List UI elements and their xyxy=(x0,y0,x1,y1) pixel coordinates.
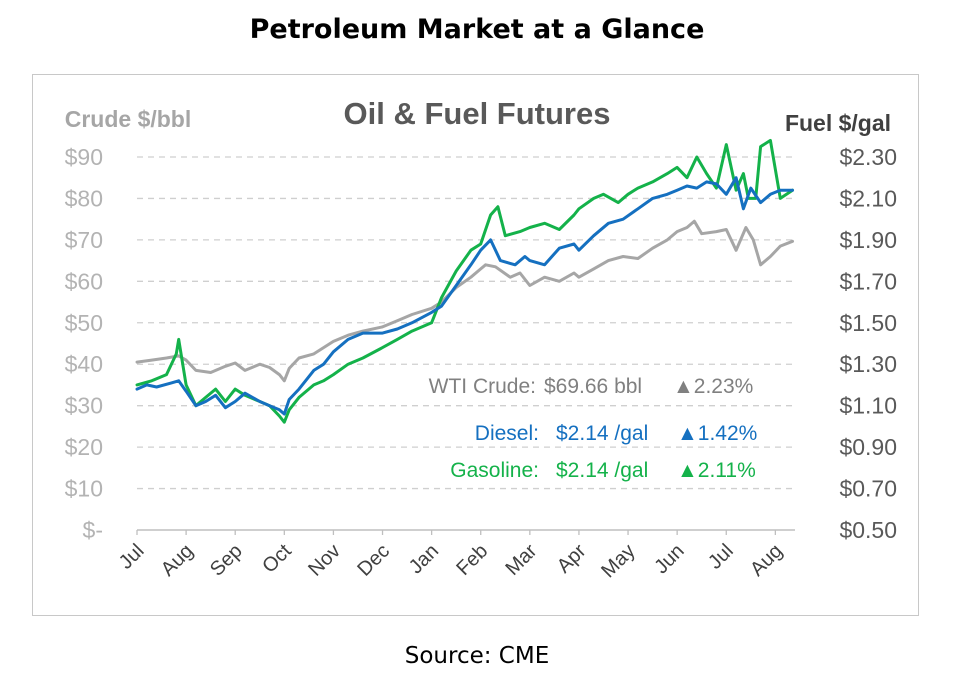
x-tick-label: Dec xyxy=(353,540,394,581)
x-tick-label: May xyxy=(597,540,639,582)
crude-annotation-label: WTI Crude: xyxy=(429,375,536,398)
x-tick-label: Jul xyxy=(115,540,149,574)
diesel-annotation-change: ▲1.42% xyxy=(677,422,757,445)
gasoline-annotation-change: ▲2.11% xyxy=(677,459,756,482)
right-tick-label: $1.90 xyxy=(839,227,897,253)
left-tick-label: $50 xyxy=(65,310,103,336)
chart-frame xyxy=(32,74,919,616)
x-tick-label: Aug xyxy=(746,540,787,581)
crude-annotation-value: $69.66 bbl xyxy=(544,375,642,398)
right-tick-label: $0.70 xyxy=(839,476,897,502)
source-note: Source: CME xyxy=(404,643,550,669)
right-tick-label: $0.50 xyxy=(839,517,897,543)
crude-annotation-change: ▲2.23% xyxy=(673,375,753,398)
gasoline-annotation-value: $2.14 /gal xyxy=(556,459,648,482)
gasoline-annotation-label: Gasoline: xyxy=(450,459,539,482)
right-tick-label: $1.50 xyxy=(839,310,897,336)
x-tick-label: Sep xyxy=(206,540,247,581)
right-tick-label: $1.70 xyxy=(839,268,897,294)
left-tick-label: $60 xyxy=(65,268,103,294)
x-tick-label: Feb xyxy=(452,540,492,580)
left-tick-label: $30 xyxy=(65,393,103,419)
x-tick-label: Jul xyxy=(704,540,738,574)
left-tick-label: $- xyxy=(83,517,103,543)
left-axis-label: Crude $/bbl xyxy=(65,106,192,132)
left-tick-label: $20 xyxy=(65,434,103,460)
x-tick-label: Oct xyxy=(258,540,296,578)
left-tick-label: $10 xyxy=(65,476,103,502)
diesel-series-line xyxy=(135,176,794,416)
right-tick-label: $2.10 xyxy=(839,185,897,211)
right-tick-label: $1.30 xyxy=(839,351,897,377)
right-tick-label: $1.10 xyxy=(839,393,897,419)
page-title: Petroleum Market at a Glance xyxy=(249,14,705,45)
x-tick-label: Apr xyxy=(553,540,591,578)
right-tick-label: $2.30 xyxy=(839,144,897,170)
x-tick-label: Mar xyxy=(501,540,541,580)
gasoline-series-line xyxy=(135,138,794,424)
left-tick-label: $70 xyxy=(65,227,103,253)
crude-series-line xyxy=(135,219,794,383)
x-tick-label: Aug xyxy=(157,540,198,581)
x-tick-label: Jun xyxy=(650,540,688,578)
right-tick-label: $0.90 xyxy=(839,434,897,460)
left-tick-label: $80 xyxy=(65,185,103,211)
diesel-annotation-value: $2.14 /gal xyxy=(556,422,648,445)
left-tick-label: $40 xyxy=(65,351,103,377)
left-tick-label: $90 xyxy=(65,144,103,170)
x-tick-label: Jan xyxy=(405,540,443,578)
right-axis-label: Fuel $/gal xyxy=(785,110,891,136)
chart-title: Oil & Fuel Futures xyxy=(344,96,611,131)
diesel-annotation-label: Diesel: xyxy=(475,422,539,445)
x-tick-label: Nov xyxy=(304,540,345,581)
